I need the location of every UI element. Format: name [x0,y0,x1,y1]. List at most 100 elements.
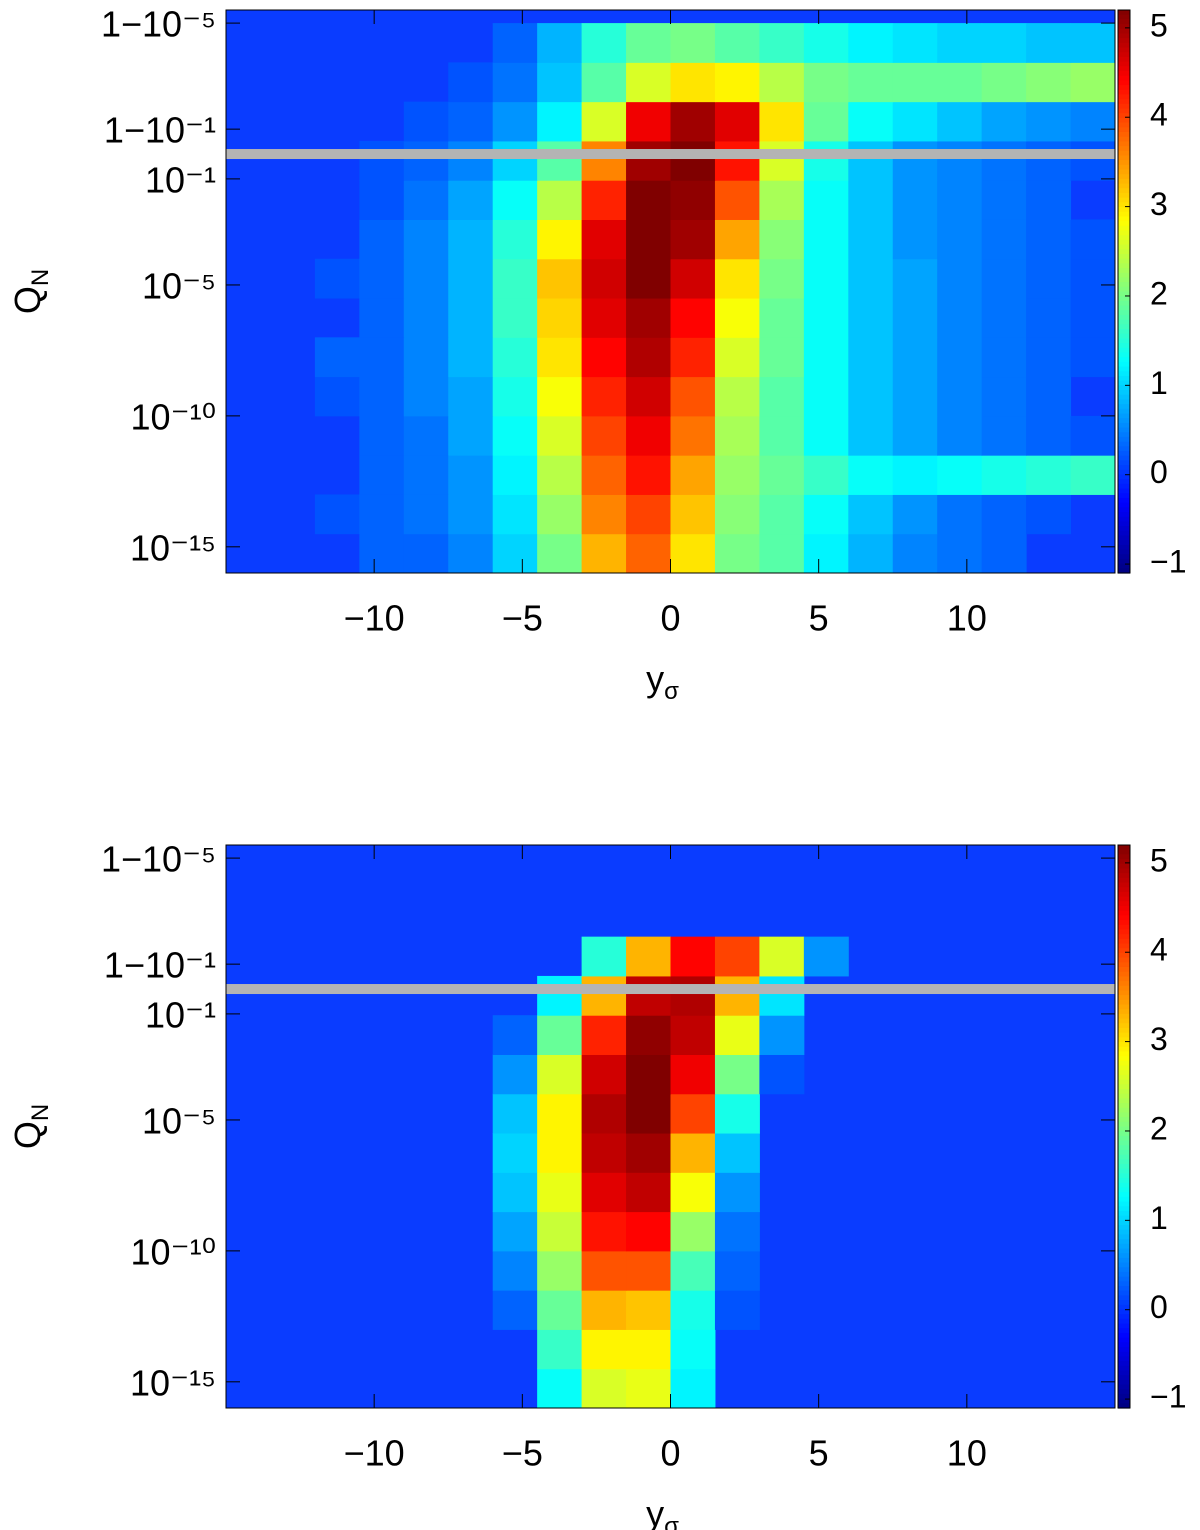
heatmap-cell [759,376,805,417]
heatmap-cell [803,337,849,378]
heatmap-cell [581,23,627,63]
heatmap-cell [981,415,1027,456]
heatmap-cell [714,936,760,977]
heatmap-cell [714,1250,760,1291]
colorbar-swatch [1118,465,1130,471]
colorbar-swatch [1118,1304,1130,1311]
heatmap-cell [759,975,805,1016]
heatmap-cell [1026,494,1072,535]
colorbar-swatch [1118,1314,1130,1320]
heatmap-cell [759,101,805,142]
colorbar-swatch [1118,28,1130,35]
heatmap-cell [492,1211,538,1252]
colorbar-swatch [1118,136,1130,142]
colorbar-swatch [1118,221,1130,227]
heatmap-cell [448,140,494,181]
colorbar-swatch [1118,1159,1130,1165]
heatmap-cell [581,337,627,378]
colorbar-swatch [1118,554,1130,560]
x-tick-label: 5 [809,1433,829,1474]
heatmap-cell [537,376,583,417]
heatmap-cell [581,180,627,220]
colorbar-swatch [1118,873,1130,879]
colorbar-swatch [1118,263,1130,269]
heatmap-cell [537,180,583,220]
heatmap-cell [1026,455,1072,495]
heatmap-cell [981,533,1027,574]
heatmap-cell [581,1290,627,1330]
colorbar-swatch [1118,1201,1130,1207]
x-axis-label: yσ [646,1493,679,1530]
heatmap-cell [626,62,671,103]
heatmap-cell [892,180,938,220]
heatmap-cell [848,62,894,103]
y-tick-label: 10⁻¹⁰ [131,396,216,437]
heatmap-cell [714,337,760,378]
heatmap-cell [359,337,405,378]
heatmap-cell [537,1250,583,1291]
heatmap-cell [626,258,671,299]
colorbar-swatch [1118,924,1130,931]
x-tick-label: 0 [660,1433,680,1474]
heatmap-cell [937,533,983,574]
colorbar-swatch [1118,1098,1130,1104]
heatmap-cell [714,1093,760,1134]
colorbar-swatch [1118,174,1130,180]
heatmap-cell [492,1093,538,1134]
colorbar-swatch [1118,999,1130,1006]
heatmap-cell [581,455,627,495]
colorbar-swatch [1118,1267,1130,1273]
colorbar-swatch [1118,995,1130,1001]
colorbar-swatch [1118,859,1130,865]
heatmap-cell [803,936,849,977]
heatmap-cell [314,494,360,535]
heatmap-cell [1026,258,1072,299]
colorbar-swatch [1118,493,1130,499]
y-axis-label-base: Q [7,286,48,314]
heatmap-cell [981,494,1027,535]
colorbar-tick-label: 4 [1150,932,1168,968]
colorbar-swatch [1118,418,1130,424]
heatmap-cell [359,140,405,181]
heatmap-cell [359,533,405,574]
colorbar-swatch [1118,244,1130,250]
heatmap-cell [403,494,449,535]
colorbar-swatch [1118,1168,1130,1175]
heatmap-cell [803,101,849,142]
heatmap-cell [1070,337,1116,378]
heatmap-cell [537,455,583,495]
colorbar-tick-label: 1 [1150,1200,1168,1236]
heatmap-cell [314,258,360,299]
colorbar-swatch [1118,441,1130,447]
heatmap-cell [1070,455,1116,495]
heatmap-cell [937,258,983,299]
y-axis-label-sub: N [27,269,54,286]
heatmap-cell [492,1250,538,1291]
colorbar-swatch [1118,432,1130,438]
heatmap-cell [403,219,449,260]
colorbar-swatch [1118,300,1130,307]
heatmap-cell [759,337,805,378]
colorbar-swatch [1118,89,1130,96]
colorbar-swatch [1118,286,1130,293]
heatmap-cell [537,1211,583,1252]
colorbar-swatch [1118,1196,1130,1203]
colorbar-swatch [1118,957,1130,963]
colorbar-swatch [1118,1192,1130,1198]
y-tick-label: 1−10⁻⁵ [101,839,216,880]
heatmap-cell [448,415,494,456]
heatmap-cell [892,415,938,456]
heatmap-cell [803,298,849,338]
heatmap-cell [626,494,671,535]
heatmap-cell [759,415,805,456]
colorbar-swatch [1118,887,1130,893]
heatmap-cell [1026,101,1072,142]
heatmap-cell [359,180,405,220]
heatmap-cell [1026,337,1072,378]
heatmap-cell [1026,415,1072,456]
colorbar-swatch [1118,117,1130,124]
heatmap-cell [359,219,405,260]
heatmap-cell [803,62,849,103]
colorbar-swatch [1118,75,1130,81]
